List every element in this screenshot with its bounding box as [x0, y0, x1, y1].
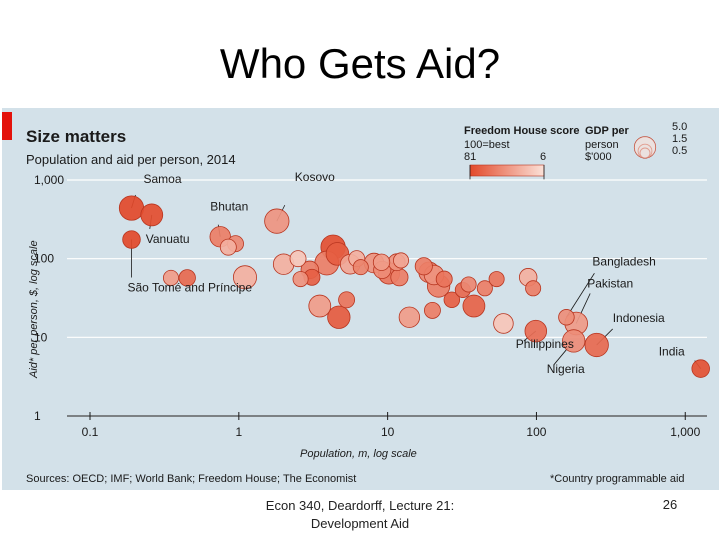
y-tick-label-2: 100	[34, 252, 54, 266]
chart-source: Sources: OECD; IMF; World Bank; Freedom …	[26, 473, 356, 485]
legend-color-title: Freedom House score	[464, 125, 580, 137]
bubble-bangladesh	[558, 309, 575, 326]
x-tick-label-3: 100	[526, 425, 546, 439]
label-kosovo: Kosovo	[295, 170, 335, 184]
chart-title: Size matters	[26, 127, 126, 146]
label-s-o-tom-and-pr-ncipe: São Tomé and Príncipe	[127, 281, 252, 295]
bubble-india	[691, 359, 710, 378]
bubble-a33	[327, 305, 351, 329]
bubble-s-o-tom-and-pr-ncipe	[122, 230, 141, 249]
bubble-a36	[162, 269, 179, 286]
bubble-nigeria	[562, 329, 586, 353]
bubble-a21	[435, 270, 453, 288]
bubble-a10	[352, 259, 369, 276]
bubble-a2	[232, 265, 257, 290]
bubble-a14	[393, 252, 410, 269]
chart-background	[2, 108, 719, 490]
footer-line-1: Econ 340, Deardorff, Lecture 21:	[265, 498, 455, 513]
economist-red-tag	[2, 112, 12, 140]
bubble-a28	[525, 280, 542, 297]
bubble-a42	[493, 313, 514, 334]
legend-size-circles: 5.01.50.5	[633, 121, 687, 159]
x-axis-ticks: 0.1 1 10 100 1,000	[67, 412, 707, 439]
label-bhutan: Bhutan	[210, 200, 248, 214]
label-indonesia: Indonesia	[613, 311, 665, 325]
x-tick-label-4: 1,000	[670, 425, 700, 439]
bubble-a17	[414, 257, 433, 276]
bubble-a22	[443, 291, 461, 309]
legend-size-title-1: GDP per	[585, 125, 630, 137]
label-philippines: Philippines	[516, 337, 574, 351]
bubble-a29	[398, 306, 421, 328]
legend-size-label-2: 0.5	[672, 145, 687, 157]
bubble-a26	[488, 271, 505, 288]
bubble-a41	[390, 268, 409, 287]
footer-line-2: Development Aid	[310, 516, 410, 531]
chart-panel: Size matters Population and aid per pers…	[2, 108, 719, 490]
bubble-samoa	[118, 195, 145, 221]
legend-size-label-0: 5.0	[672, 121, 687, 133]
y-tick-label-0: 1	[34, 409, 41, 423]
page-number: 26	[662, 497, 678, 512]
bubble-a38	[219, 238, 237, 256]
x-tick-label-2: 10	[381, 425, 395, 439]
bubble-a25	[476, 280, 493, 297]
legend-size-title-3: $'000	[585, 151, 612, 163]
legend-size-fill	[634, 136, 656, 158]
x-axis-label: Population, m, log scale	[300, 448, 417, 460]
bubble-philippines	[524, 319, 548, 343]
y-axis-label: Aid* per person, $, log scale	[28, 240, 40, 379]
bubble-a24	[460, 276, 477, 293]
label-india: India	[659, 345, 685, 359]
leader-bangladesh	[566, 273, 595, 318]
y-axis-ticks: 1 10 100 1,000	[34, 173, 64, 423]
label-samoa: Samoa	[143, 172, 181, 186]
bubble-kosovo	[264, 208, 290, 234]
bubble-indonesia	[584, 332, 609, 358]
legend-color-low: 81	[464, 151, 476, 163]
y-tick-label-1: 10	[34, 330, 48, 344]
legend-color-subtitle: 100=best	[464, 139, 510, 151]
chart-note: *Country programmable aid	[550, 473, 685, 485]
bubble-a30	[423, 301, 441, 319]
bubble-vanuatu	[140, 203, 164, 227]
bubble-a34	[338, 291, 356, 309]
label-nigeria: Nigeria	[547, 362, 585, 376]
x-tick-label-1: 1	[235, 425, 242, 439]
country-labels: Samoa Vanuatu São Tomé and Príncipe Bhutan K…	[127, 170, 685, 376]
bubble-a39	[289, 250, 307, 268]
bubble-chart: Size matters Population and aid per pers…	[2, 108, 719, 490]
x-tick-label-0: 0.1	[82, 425, 99, 439]
legend-size-title-2: person	[585, 139, 619, 151]
y-tick-label-3: 1,000	[34, 173, 64, 187]
chart-subtitle: Population and aid per person, 2014	[26, 152, 236, 167]
legend-color-gradient	[469, 164, 545, 177]
slide-title: Who Gets Aid?	[219, 40, 501, 87]
bubble-a3	[292, 271, 309, 288]
bubble-a32	[308, 294, 332, 318]
label-vanuatu: Vanuatu	[146, 232, 190, 246]
label-pakistan: Pakistan	[587, 276, 633, 290]
bubbles	[118, 195, 710, 378]
bubble-a31	[462, 294, 486, 318]
slide-footer: Econ 340, Deardorff, Lecture 21: Develop…	[240, 497, 480, 533]
label-bangladesh: Bangladesh	[592, 254, 655, 268]
legend-size-label-1: 1.5	[672, 133, 687, 145]
legend-color-high: 6	[540, 151, 546, 163]
bubble-a12	[372, 253, 391, 271]
